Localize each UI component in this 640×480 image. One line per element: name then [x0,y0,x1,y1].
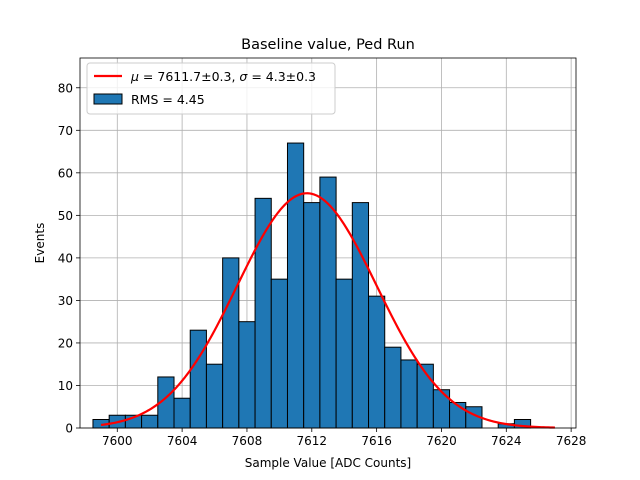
gaussian-fit-curve [100,192,555,429]
legend: μ = 7611.7±0.3, σ = 4.3±0.3 RMS = 4.45 [86,62,336,115]
y-tick-label: 30 [58,294,73,308]
histogram-bar [270,278,288,429]
histogram-bar [189,329,207,429]
histogram-bar [286,142,305,429]
histogram-bar [173,397,191,429]
y-axis-label: Events [33,223,47,264]
histogram-bar [141,414,159,429]
x-tick-label: 7612 [297,434,328,448]
y-tick-label: 0 [65,422,73,436]
chart-title: Baseline value, Ped Run [241,37,415,53]
legend-fit-label: μ = 7611.7±0.3, σ = 4.3±0.3 [130,69,316,84]
x-axis-label: Sample Value [ADC Counts] [245,456,411,470]
legend-mu-symbol: μ [130,69,139,84]
x-tick-label: 7628 [556,434,587,448]
y-tick-label: 80 [58,81,73,95]
histogram-bar [205,363,224,429]
histogram-bar [400,359,418,429]
x-tick-label: 7624 [491,434,522,448]
histogram-bar [432,389,451,429]
legend-histogram-swatch [93,93,123,105]
y-tick-label: 70 [58,124,73,138]
histogram-bar [351,202,370,429]
gaussian-fit [100,192,555,429]
y-tick-label: 10 [58,379,73,393]
legend-histogram-label: RMS = 4.45 [131,92,205,107]
histogram-bar [238,321,256,429]
histogram-bar [222,257,240,429]
legend-mu-value: 7611.7±0.3 [157,69,231,84]
y-axis-ticks: 0 10 20 30 40 50 60 70 80 [58,81,80,436]
histogram-bar [303,202,321,429]
x-axis-ticks: 7600 7604 7608 7612 7616 7620 7624 7628 [102,428,586,448]
x-tick-label: 7620 [426,434,457,448]
legend-sigma-symbol: σ [239,69,248,84]
y-tick-label: 20 [58,336,73,350]
x-tick-label: 7600 [102,434,133,448]
x-tick-label: 7604 [167,434,198,448]
legend-sigma-value: 4.3±0.3 [266,69,316,84]
y-tick-label: 60 [58,166,73,180]
legend-box [86,62,336,115]
histogram-bar [319,176,337,429]
x-tick-label: 7616 [361,434,392,448]
y-tick-label: 50 [58,209,73,223]
plot-area-frame [79,57,577,429]
histogram-bar [335,278,353,429]
histogram-bar [384,346,402,429]
histogram-bars [92,142,532,429]
histogram-bar [368,295,386,429]
histogram-bar [254,197,272,429]
y-tick-label: 40 [58,251,73,265]
x-tick-label: 7608 [232,434,263,448]
